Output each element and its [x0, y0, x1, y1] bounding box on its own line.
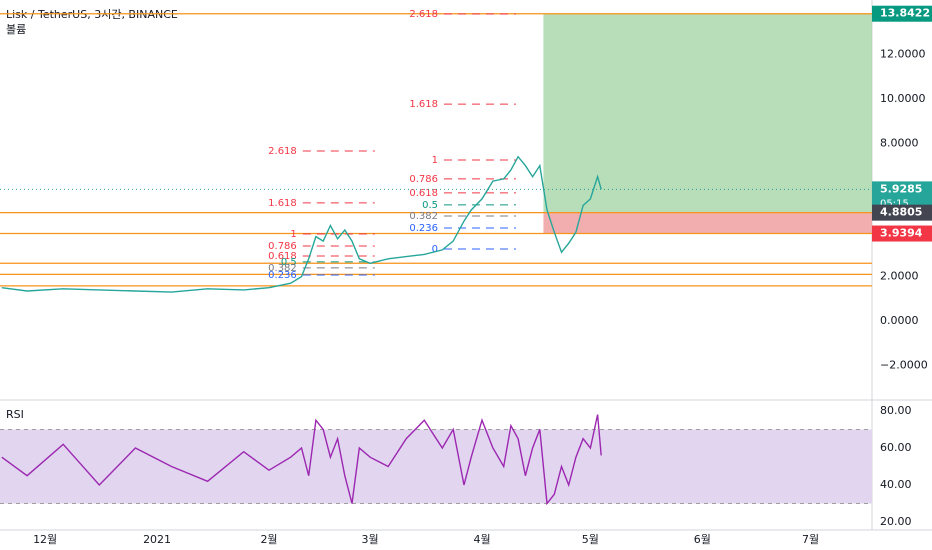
y-tick-label: 10.0000 [880, 92, 926, 105]
fib-label: 0 [432, 244, 438, 255]
x-tick-label: 5월 [582, 533, 599, 546]
x-tick-label: 4월 [473, 533, 490, 546]
fib-label: 0.786 [409, 174, 438, 185]
x-tick-label: 3월 [362, 533, 379, 546]
x-tick-label: 12월 [33, 533, 57, 546]
fib-label: 2.618 [409, 9, 438, 20]
price-tag-label: 4.8805 [880, 206, 922, 219]
fib-label: 1.618 [409, 99, 438, 110]
y-tick-label: 40.00 [880, 478, 912, 491]
x-tick-label: 2021 [143, 533, 171, 546]
price-line [1, 414, 602, 506]
x-tick-label: 6월 [694, 533, 711, 546]
countdown: 05:15 [880, 198, 909, 209]
fib-label: 0.786 [268, 241, 297, 252]
price-tag [872, 225, 932, 242]
fib-label: 0.382 [409, 211, 438, 222]
fib-label: 0.618 [409, 188, 438, 199]
fib-label: 1 [290, 229, 296, 240]
price-tag-label: 5.9285 [880, 182, 922, 195]
fib-label: 0.382 [268, 263, 297, 274]
fib-label: 0.5 [422, 200, 438, 211]
fib-label: 0.236 [409, 223, 438, 234]
price-tag-label: 3.9394 [880, 227, 923, 240]
fib-label: 0.236 [268, 270, 297, 281]
fib-label: 0.5 [281, 257, 297, 268]
y-tick-label: 60.00 [880, 441, 912, 454]
y-tick-label: 12.0000 [880, 48, 926, 61]
rsi-band [0, 429, 872, 504]
price-tag [872, 5, 932, 22]
y-tick-label: 0.0000 [880, 314, 919, 327]
volume-label: 볼륨 [6, 23, 26, 36]
x-tick-label: 2월 [260, 533, 277, 546]
price-line [1, 155, 602, 293]
position-zone [543, 13, 872, 213]
fib-label: 0.618 [268, 251, 297, 262]
x-tick-label: 7월 [802, 533, 819, 546]
y-tick-label: 8.0000 [880, 136, 919, 149]
y-tick-label: 2.0000 [880, 270, 919, 283]
fib-label: 2.618 [268, 146, 297, 157]
y-tick-label: −2.0000 [880, 358, 928, 371]
price-tag [872, 204, 932, 221]
price-tag-label: 13.8422 [880, 7, 930, 20]
rsi-title: RSI [6, 408, 24, 421]
y-tick-label: 20.00 [880, 515, 912, 528]
fib-label: 1.618 [268, 198, 297, 209]
position-zone [543, 212, 872, 234]
zones [543, 13, 872, 234]
fib-label: 1 [432, 155, 438, 166]
chart-title: Lisk / TetherUS, 3시간, BINANCE [6, 8, 178, 21]
y-tick-label: 80.00 [880, 404, 912, 417]
